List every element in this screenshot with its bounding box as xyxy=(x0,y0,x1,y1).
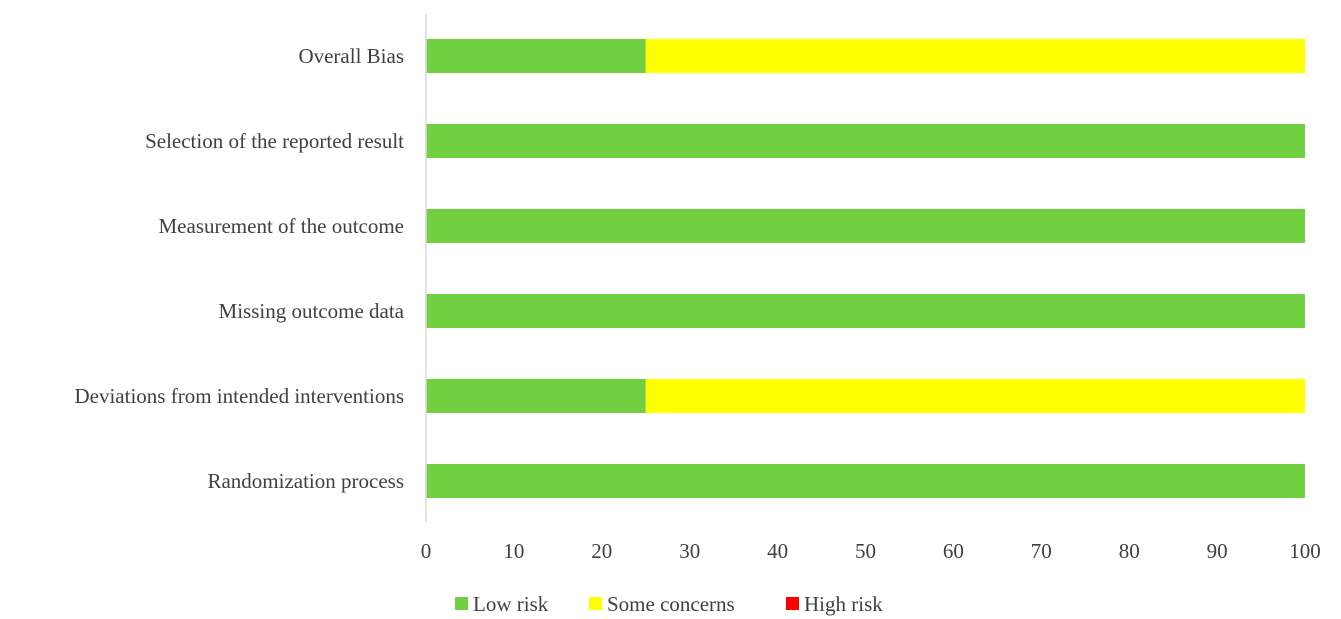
x-tick-label: 60 xyxy=(943,539,964,563)
x-tick-label: 90 xyxy=(1207,539,1228,563)
legend-label-high-risk: High risk xyxy=(804,592,883,616)
x-tick-label: 30 xyxy=(679,539,700,563)
x-tick-label: 50 xyxy=(855,539,876,563)
bar-some-concerns-1 xyxy=(645,379,1305,413)
bar-some-concerns-5 xyxy=(645,39,1305,73)
category-labels: Randomization process Deviations from int… xyxy=(74,44,404,493)
bar-low-risk-1 xyxy=(426,379,646,413)
bars-layer xyxy=(426,39,1305,498)
category-label: Deviations from intended interventions xyxy=(74,384,404,408)
legend-swatch-some-concerns xyxy=(589,597,602,610)
x-tick-label: 70 xyxy=(1031,539,1052,563)
x-tick-label: 0 xyxy=(421,539,432,563)
category-label: Selection of the reported result xyxy=(145,129,404,153)
x-tick-labels: 0 10 20 30 40 50 60 70 80 90 100 xyxy=(421,539,1321,563)
bar-low-risk-2 xyxy=(426,294,1305,328)
legend: Low risk Some concerns High risk xyxy=(455,592,883,616)
x-tick-label: 10 xyxy=(503,539,524,563)
legend-label-low-risk: Low risk xyxy=(473,592,549,616)
bar-low-risk-0 xyxy=(426,464,1305,498)
legend-swatch-high-risk xyxy=(786,597,799,610)
x-tick-label: 20 xyxy=(591,539,612,563)
category-label: Overall Bias xyxy=(298,44,404,68)
bar-low-risk-5 xyxy=(426,39,646,73)
bar-low-risk-3 xyxy=(426,209,1305,243)
category-label: Missing outcome data xyxy=(219,299,405,323)
category-label: Randomization process xyxy=(207,469,404,493)
legend-label-some-concerns: Some concerns xyxy=(607,592,735,616)
category-label: Measurement of the outcome xyxy=(159,214,405,238)
x-tick-label: 100 xyxy=(1289,539,1321,563)
x-tick-label: 80 xyxy=(1119,539,1140,563)
legend-swatch-low-risk xyxy=(455,597,468,610)
bar-low-risk-4 xyxy=(426,124,1305,158)
x-tick-label: 40 xyxy=(767,539,788,563)
